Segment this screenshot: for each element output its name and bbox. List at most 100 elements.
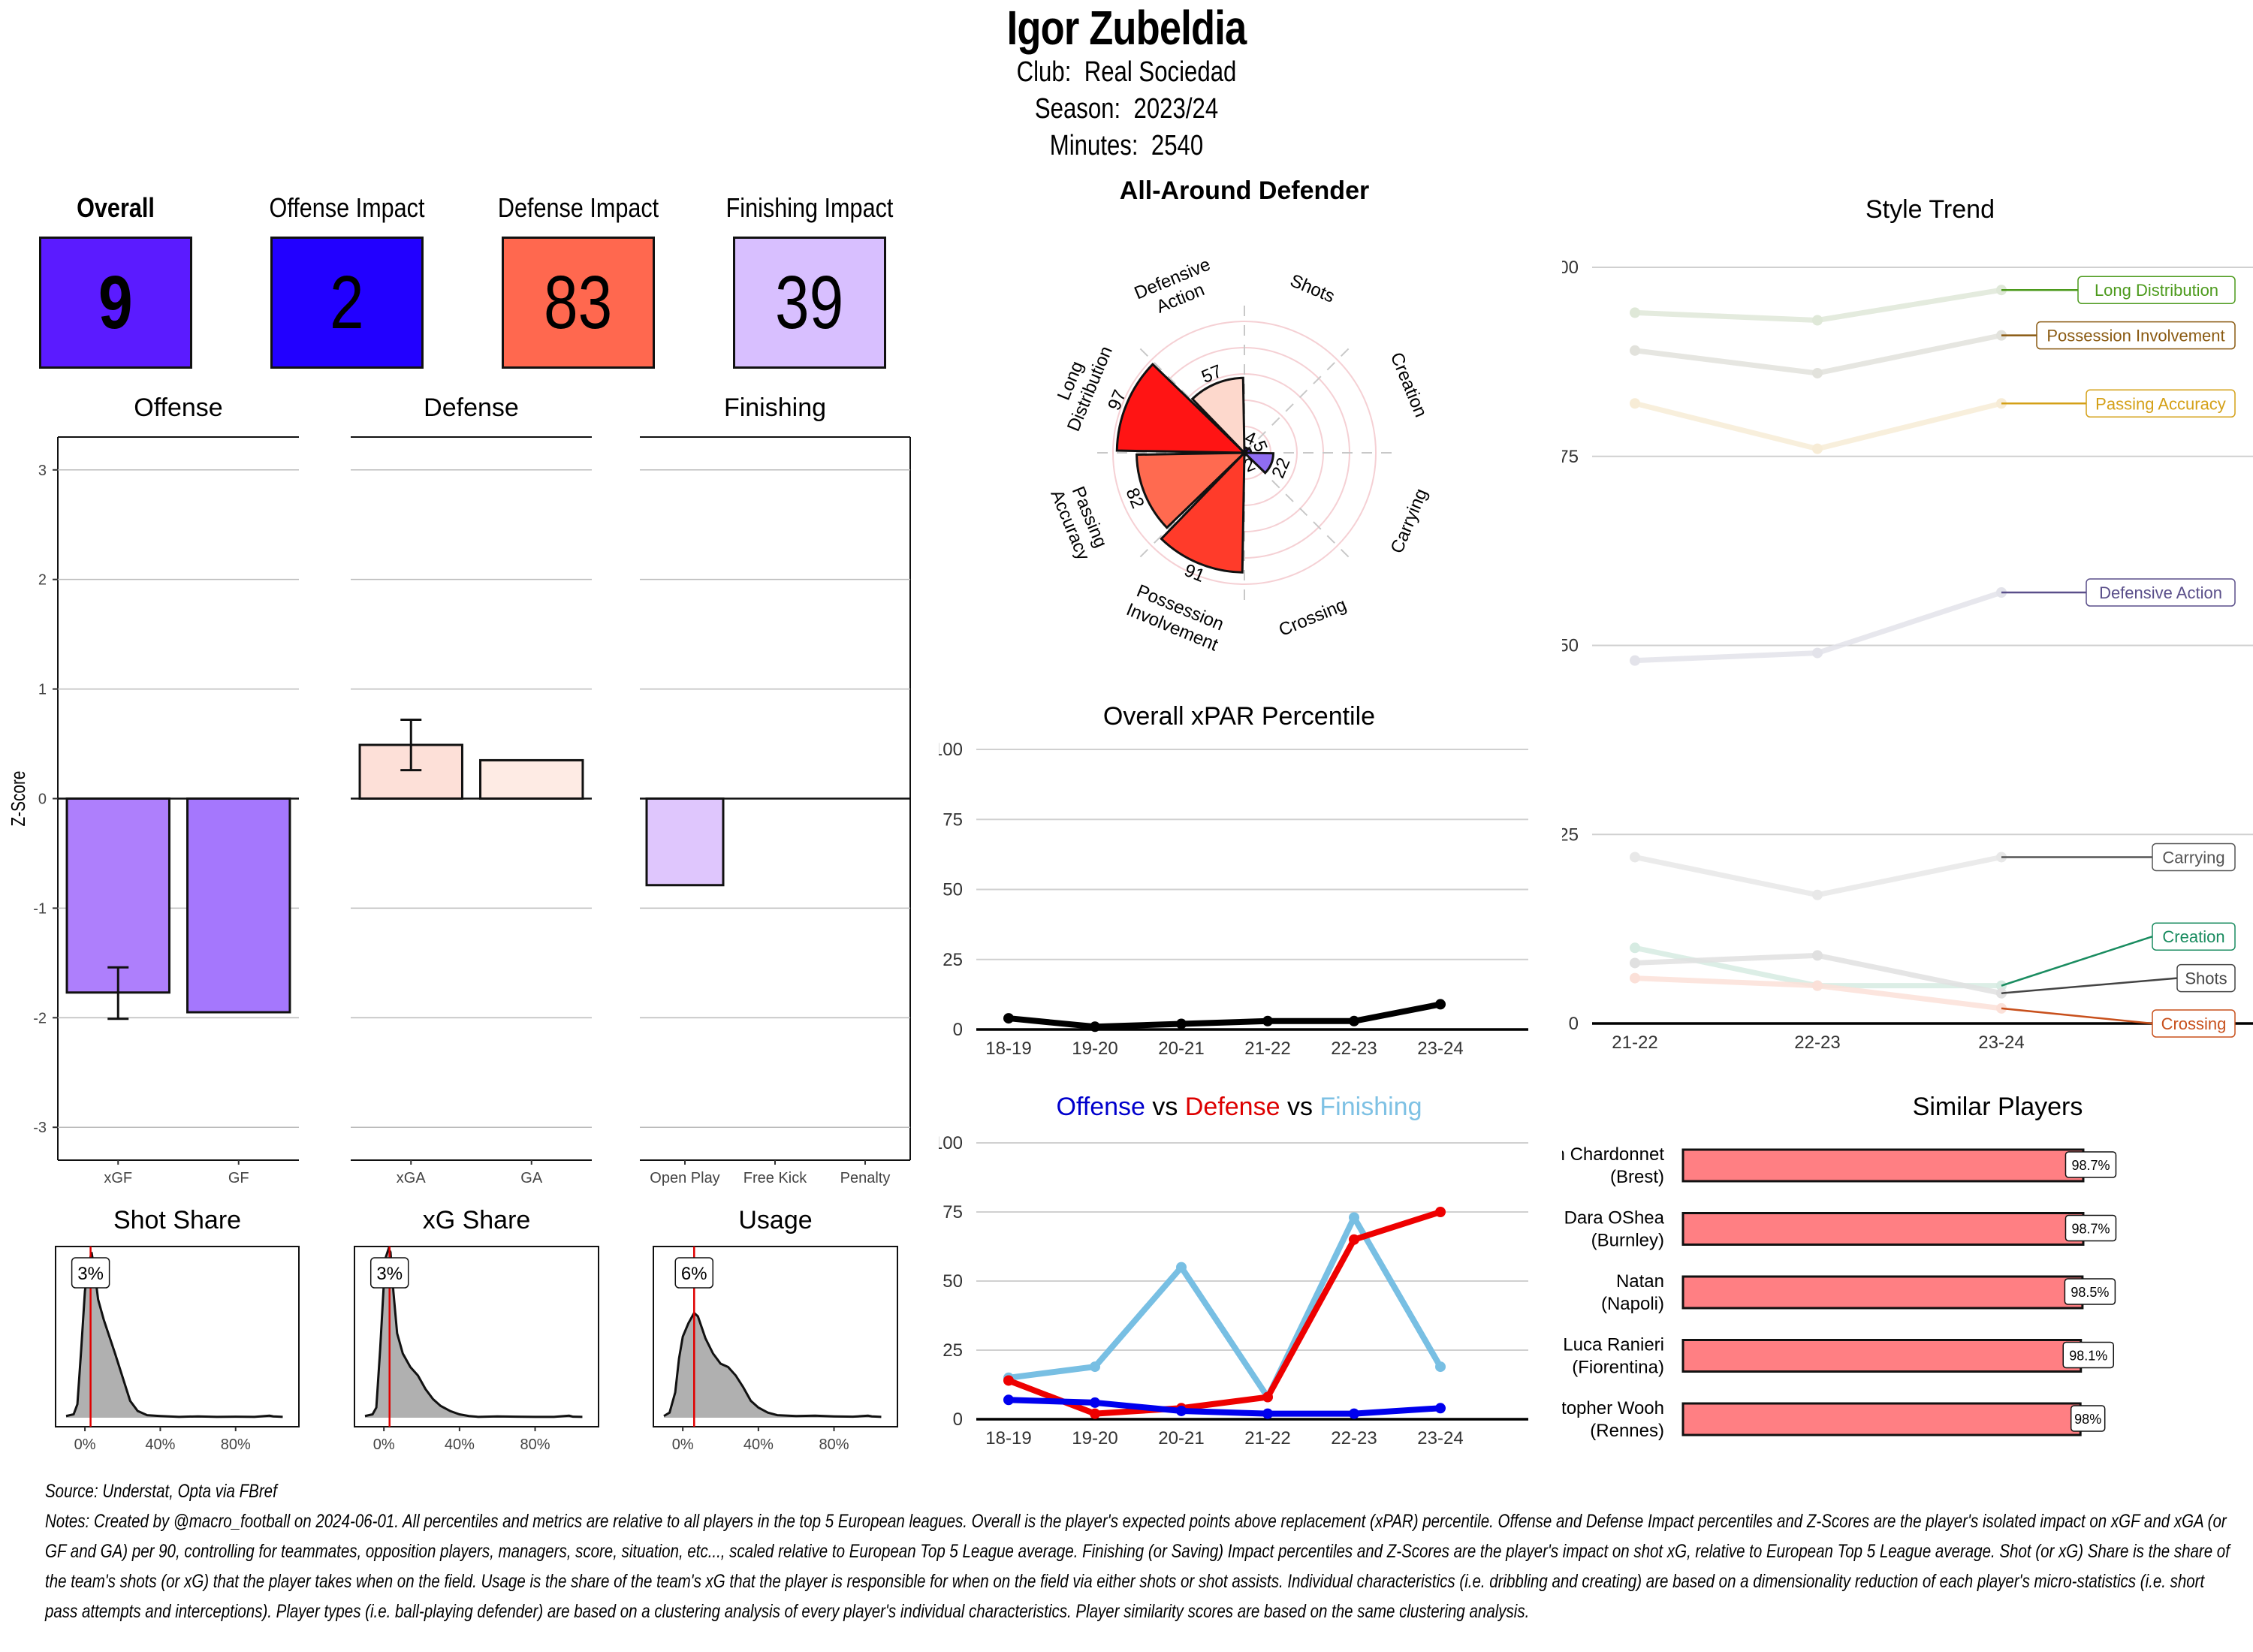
similarity-label-box [2064, 1151, 2117, 1178]
style-point [1812, 980, 1823, 991]
similarity-label-box [2062, 1341, 2114, 1369]
header: Igor Zubeldia Club: Real Sociedad Season… [0, 0, 2253, 164]
percentile-card: 9 [39, 237, 192, 369]
x-tick-label: 80% [520, 1436, 550, 1453]
chart-title: Overall xPAR Percentile [1103, 702, 1375, 731]
minutes-value: 2540 [1151, 130, 1204, 161]
xpar-point [1435, 999, 1446, 1010]
title-part: Defense [1185, 1093, 1280, 1121]
similar-player-club: (Rennes) [1590, 1421, 1664, 1441]
style-label-connector [2001, 977, 2178, 994]
radar-category-label: Shots [1287, 270, 1338, 306]
source-text: Source: Understat, Opta via FBref [45, 1481, 277, 1502]
y-tick-label: 75 [943, 1202, 963, 1222]
x-tick-label: 0% [74, 1436, 96, 1453]
title-part: vs [1145, 1093, 1185, 1121]
minutes-line: Minutes: 2540 [203, 128, 2050, 164]
style-label-box [2086, 389, 2236, 418]
x-tick-label: 40% [743, 1436, 774, 1453]
similar-player-row: 98.5% Natan(Napoli) [1601, 1271, 2116, 1314]
minutes-label: Minutes: [1049, 130, 1139, 161]
player-name: Igor Zubeldia [1006, 1, 1247, 55]
xpar-point [1090, 1021, 1100, 1032]
radar-bar-passing-accuracy [1135, 451, 1247, 529]
similarity-label: 98.1% [2069, 1349, 2107, 1364]
radar-title: All-Around Defender [1120, 176, 1369, 205]
density-line [663, 1311, 882, 1418]
x-tick-label: 23-24 [1417, 1428, 1463, 1449]
x-tick-label: 22-23 [1331, 1039, 1377, 1059]
card-value: 83 [544, 260, 613, 345]
y-tick-label: 0 [953, 1409, 963, 1430]
card-label: Finishing Impact [725, 192, 894, 223]
x-tick-label: 23-24 [1417, 1039, 1463, 1059]
similar-player-name: Luca Ranieri [1563, 1335, 1664, 1355]
similarity-label-box [2064, 1278, 2116, 1305]
similarity-bar [1681, 1275, 2084, 1310]
title-part: Finishing [1320, 1093, 1422, 1121]
radar-bar-defensive-action [1190, 376, 1246, 456]
panel-title: Shot Share [113, 1206, 241, 1234]
style-label-box [2036, 321, 2236, 350]
distribution-panel: Usage 6% 0% 40% 80% [653, 1206, 898, 1453]
style-point [1630, 655, 1640, 666]
style-line-passing-accuracy [1634, 400, 2002, 452]
zscore-panel-offense: Offense xGF GF [58, 393, 299, 1186]
radar-category-label: Creation [1386, 349, 1431, 420]
similarity-bar [1681, 1148, 2085, 1183]
series-point-offense [1349, 1408, 1359, 1419]
y-tick-label: 1 [38, 682, 47, 698]
radar-category-label: Crossing [1276, 595, 1350, 641]
similarity-label: 98.7% [2071, 1158, 2110, 1173]
panel-title: Finishing [724, 393, 826, 422]
radar-category-text: Carrying [1387, 486, 1432, 556]
percentile-card: 2 [270, 237, 424, 369]
radar-category-label: Carrying [1387, 486, 1432, 556]
style-point [1812, 950, 1823, 961]
series-point-offense [1262, 1408, 1273, 1419]
x-tick-label: 18-19 [985, 1428, 1031, 1449]
player-value-box [369, 1257, 409, 1289]
x-tick-label: 23-24 [1978, 1032, 2024, 1053]
similar-player-row: 98% Christopher Wooh (Rennes) [1562, 1398, 2106, 1441]
series-point-offense [1003, 1394, 1014, 1406]
chart-title: Similar Players [1913, 1093, 2083, 1121]
panel-frame [653, 1246, 898, 1427]
style-label-text: Defensive Action [2099, 583, 2222, 602]
series-line-offense [1008, 1397, 1441, 1417]
x-tick-label: 0% [373, 1436, 395, 1453]
panel-frame [55, 1246, 300, 1427]
x-tick-label: xGF [104, 1170, 132, 1186]
series-line-defense [1007, 1209, 1442, 1417]
similarity-label: 98.7% [2071, 1222, 2110, 1237]
x-tick-label: 21-22 [1612, 1032, 1657, 1053]
season-label: Season: [1034, 93, 1121, 125]
x-tick-label: 18-19 [985, 1039, 1031, 1059]
x-tick-label: 80% [221, 1436, 251, 1453]
chart-title: Style Trend [1865, 195, 1995, 224]
style-label-text: Possession Involvement [2046, 327, 2224, 345]
y-tick-label: -3 [33, 1120, 47, 1136]
style-label-box [2176, 963, 2236, 993]
panel-title: xG Share [423, 1206, 531, 1234]
series-point-defense [1349, 1234, 1359, 1245]
style-line-possession-involvement [1634, 333, 2002, 376]
y-tick-label: 25 [943, 950, 963, 970]
x-tick-label: 0% [672, 1436, 694, 1453]
style-point [1630, 307, 1640, 318]
style-label-box [2152, 1009, 2236, 1038]
player-value-box [674, 1257, 714, 1289]
style-point [1812, 367, 1823, 378]
style-point [1812, 889, 1823, 900]
y-tick-label: 50 [943, 880, 963, 900]
similar-player-name: Brendan Chardonnet [1562, 1144, 1664, 1165]
y-tick-label: 100 [939, 1133, 963, 1153]
y-tick-label: 50 [943, 1271, 963, 1292]
series-point-defense [1262, 1391, 1273, 1403]
similar-player-row: 98.1% Luca Ranieri (Fiorentina) [1563, 1335, 2114, 1378]
zscore-chart: 3 2 1 0 -1 -2 -3 Z-Score Offense xGF GF Defense xGA G… [8, 393, 911, 1186]
y-tick-label: 75 [1562, 447, 1579, 467]
notes-text: Notes: Created by @macro_football on 202… [45, 1511, 2230, 1622]
